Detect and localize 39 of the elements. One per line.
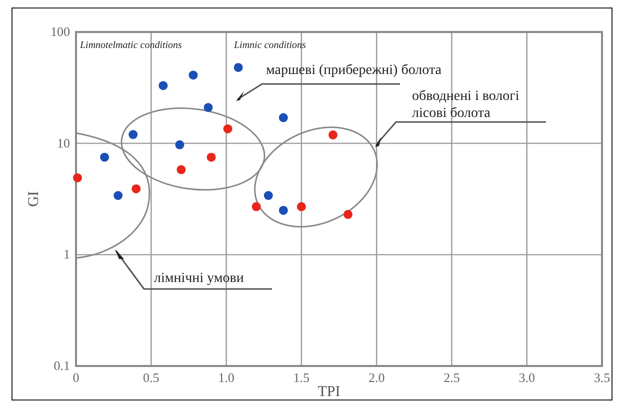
x-tick-label: 3.0 [518,370,535,385]
point [264,190,273,200]
point [296,202,306,212]
point [234,62,243,72]
x-tick-label: 2.0 [368,370,385,385]
x-tick-label: 1.0 [218,370,234,385]
point [73,173,82,182]
point [100,152,110,162]
x-tick-label: 0.5 [143,370,160,385]
annotation: обводнені і вологі лісові болота [412,89,520,121]
point [175,140,184,150]
point [114,190,123,200]
point [204,102,213,112]
point [188,70,198,80]
y-tick-label: 0.1 [54,358,70,373]
annotation: маршеві (прибережні) болота [266,63,442,78]
annotation: лімнічні умови [154,271,244,286]
point [158,81,168,90]
point [252,202,261,212]
point [176,165,186,174]
point [132,184,141,194]
annotation: Limnotelmatic conditions [79,40,182,51]
y-tick-label: 10 [57,135,70,150]
point [278,206,288,215]
point [223,124,232,134]
point [206,152,216,162]
x-tick-label: 2.5 [444,370,460,385]
x-axis-title: TPI [318,384,340,400]
point [128,130,138,140]
x-tick-label: 3.5 [594,370,610,385]
point [344,210,353,219]
annotation: Limnic conditions [233,40,306,51]
y-tick-label: 100 [50,24,70,39]
y-axis-title: GI [26,191,42,207]
y-tick-label: 1 [64,246,70,262]
point [278,113,288,122]
point [328,130,338,140]
x-tick-label: 1.5 [293,370,310,385]
x-tick-label: 0 [72,370,80,385]
